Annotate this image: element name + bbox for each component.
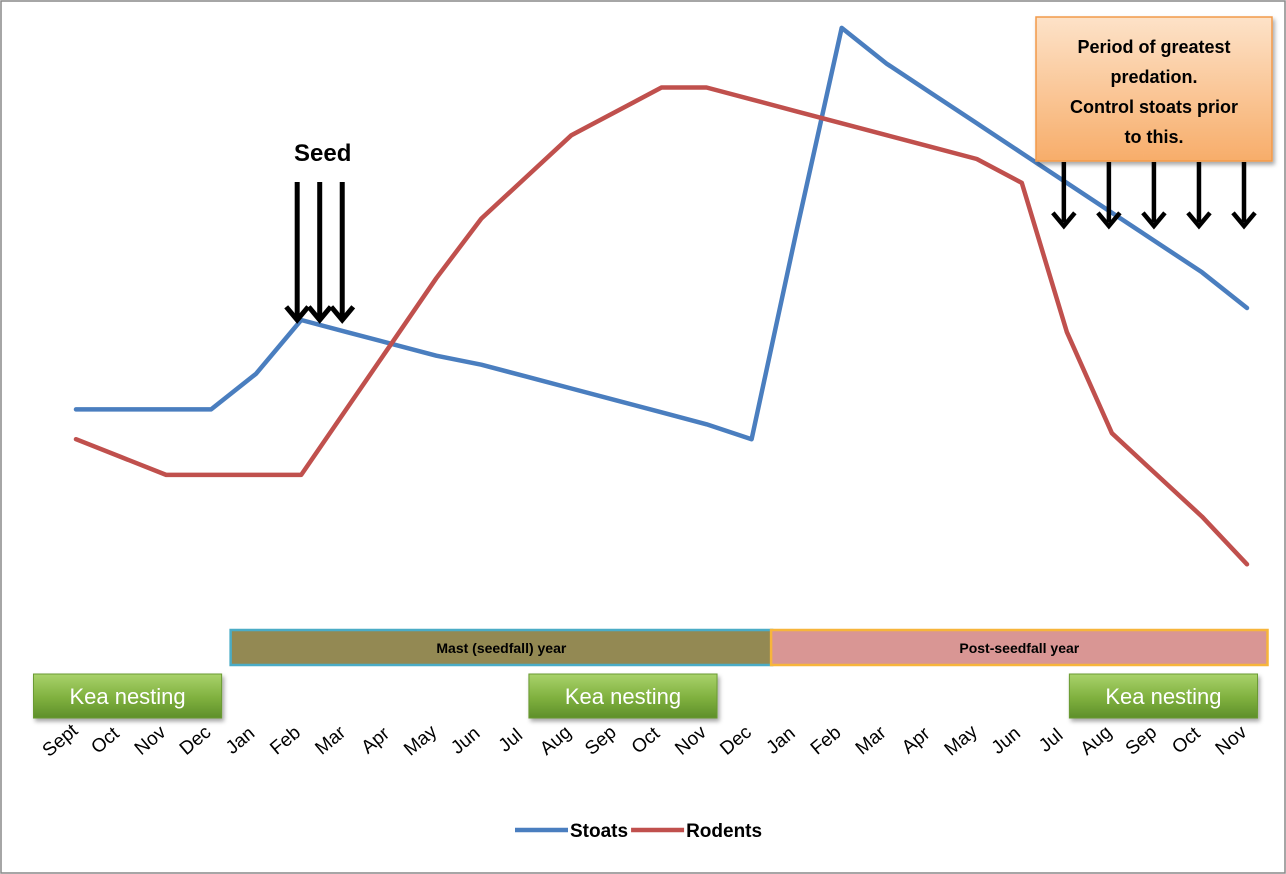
kea-nesting-label: Kea nesting <box>69 684 185 709</box>
predation-note-layer: Period of greatest predation. Control stoa… <box>1036 17 1272 161</box>
predation-note-line: Control stoats prior <box>1070 97 1238 117</box>
kea-nesting-layer: Kea nesting Kea nesting Kea nesting <box>33 674 1257 718</box>
post-seedfall-band-label: Post-seedfall year <box>959 640 1079 656</box>
seed-label: Seed <box>294 140 351 167</box>
predation-note-line: to this. <box>1125 127 1184 147</box>
kea-nesting-label: Kea nesting <box>565 684 681 709</box>
legend-label-stoats: Stoats <box>570 821 628 842</box>
mast-year-band-label: Mast (seedfall) year <box>436 640 566 656</box>
predation-note-line: Period of greatest <box>1077 37 1230 57</box>
legend-label-rodents: Rodents <box>686 821 762 842</box>
bands-layer: Mast (seedfall) year Post-seedfall year <box>231 630 1268 665</box>
predation-note-line: predation. <box>1110 67 1197 87</box>
kea-nesting-label: Kea nesting <box>1105 684 1221 709</box>
